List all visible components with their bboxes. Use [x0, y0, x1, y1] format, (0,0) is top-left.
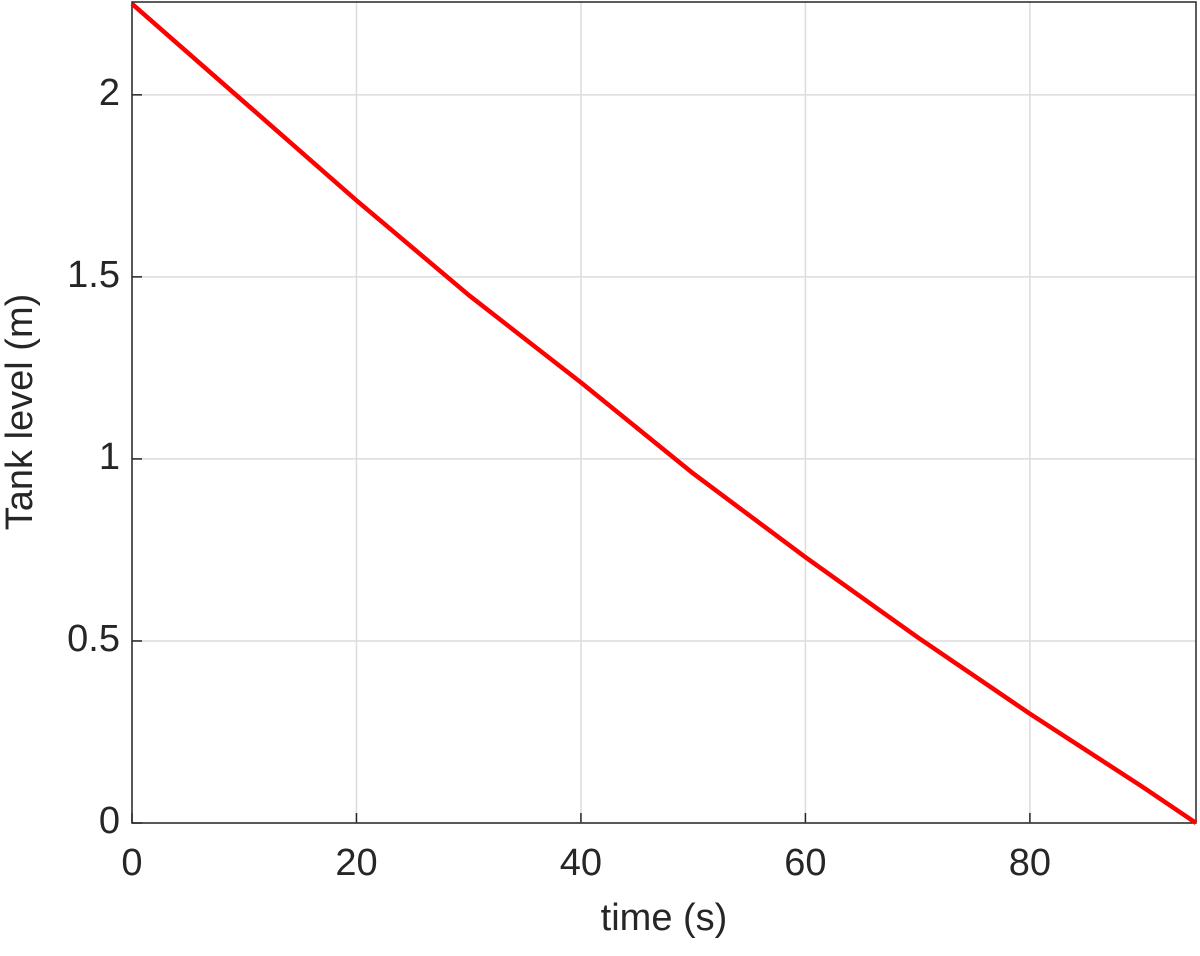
x-tick-label: 20	[335, 842, 377, 884]
x-tick-label: 40	[560, 842, 602, 884]
y-tick-label: 2	[99, 72, 120, 114]
x-tick-label: 80	[1009, 842, 1051, 884]
y-tick-label: 0	[99, 800, 120, 842]
x-axis-label: time (s)	[601, 897, 728, 939]
x-tick-label: 60	[784, 842, 826, 884]
y-axis-label: Tank level (m)	[0, 294, 41, 531]
y-tick-label: 1.5	[67, 254, 120, 296]
plot-frame	[131, 1, 1197, 824]
data-line	[130, 2, 1198, 825]
y-tick-label: 1	[99, 436, 120, 478]
y-tick-label: 0.5	[67, 618, 120, 660]
x-tick-label: 0	[121, 842, 142, 884]
